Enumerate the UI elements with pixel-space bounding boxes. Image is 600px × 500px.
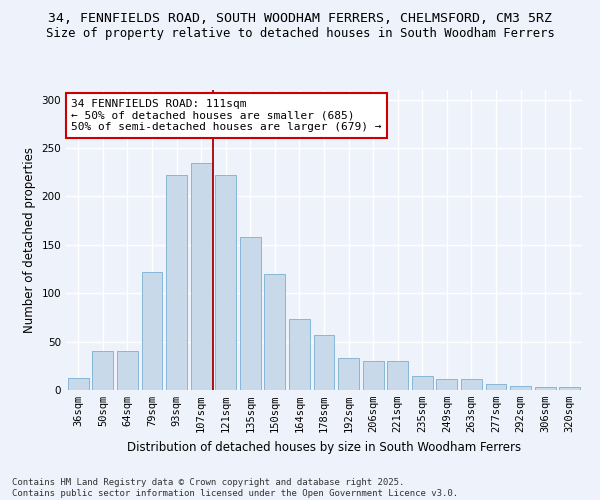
Bar	[338, 358, 359, 390]
Bar	[92, 352, 113, 390]
Bar	[240, 237, 261, 390]
Bar	[559, 387, 580, 390]
Bar	[68, 378, 89, 390]
Bar	[535, 387, 556, 390]
Text: 34, FENNFIELDS ROAD, SOUTH WOODHAM FERRERS, CHELMSFORD, CM3 5RZ: 34, FENNFIELDS ROAD, SOUTH WOODHAM FERRE…	[48, 12, 552, 26]
Text: Size of property relative to detached houses in South Woodham Ferrers: Size of property relative to detached ho…	[46, 28, 554, 40]
Bar	[142, 272, 163, 390]
Bar	[485, 384, 506, 390]
Text: Contains HM Land Registry data © Crown copyright and database right 2025.
Contai: Contains HM Land Registry data © Crown c…	[12, 478, 458, 498]
Y-axis label: Number of detached properties: Number of detached properties	[23, 147, 36, 333]
Bar	[387, 361, 408, 390]
Bar	[314, 335, 334, 390]
Bar	[215, 175, 236, 390]
Bar	[117, 352, 138, 390]
Bar	[166, 175, 187, 390]
Bar	[265, 274, 286, 390]
Bar	[412, 376, 433, 390]
Bar	[362, 361, 383, 390]
Bar	[191, 162, 212, 390]
Bar	[289, 320, 310, 390]
Bar	[436, 380, 457, 390]
X-axis label: Distribution of detached houses by size in South Woodham Ferrers: Distribution of detached houses by size …	[127, 440, 521, 454]
Bar	[461, 380, 482, 390]
Bar	[510, 386, 531, 390]
Text: 34 FENNFIELDS ROAD: 111sqm
← 50% of detached houses are smaller (685)
50% of sem: 34 FENNFIELDS ROAD: 111sqm ← 50% of deta…	[71, 99, 382, 132]
